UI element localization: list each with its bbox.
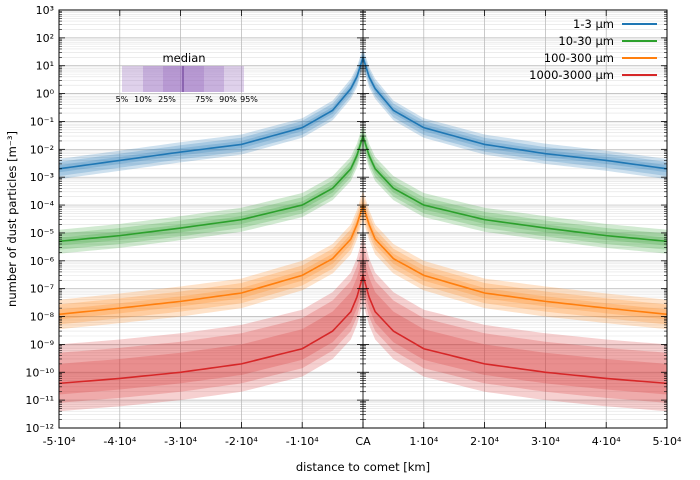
band-p25_p75-series-3	[59, 255, 667, 395]
y-tick-label: 10⁻⁷	[30, 283, 54, 296]
percentile-key-label: 10%	[134, 95, 152, 104]
y-axis-label: number of dust particles [m⁻³]	[5, 131, 19, 307]
band-p10_p90-series-1	[59, 128, 667, 250]
percentile-key-label: 5%	[116, 95, 129, 104]
y-tick-label: 10⁻⁵	[30, 227, 54, 240]
band-p10_p90-series-0	[59, 50, 667, 177]
percentile-key: median 5% 10% 25% 75% 90% 95%	[116, 51, 259, 104]
y-tick-label: 10⁻¹²	[25, 422, 54, 435]
x-tick-label: -5·10⁴	[43, 435, 76, 448]
y-tick-label: 10⁻³	[30, 171, 54, 184]
y-tick-label: 10⁰	[36, 88, 55, 101]
x-tick-label: 1·10⁴	[409, 435, 438, 448]
x-axis-label: distance to comet [km]	[296, 460, 430, 474]
x-tick-label: 3·10⁴	[531, 435, 560, 448]
x-tick-label: 2·10⁴	[470, 435, 499, 448]
legend-label: 1-3 µm	[573, 17, 614, 31]
x-tick-labels: -5·10⁴ -4·10⁴ -3·10⁴ -2·10⁴ -1·10⁴ CA 1·10⁴ 2·1…	[43, 435, 682, 448]
x-tick-label: -2·10⁴	[225, 435, 258, 448]
band-p5_p95-series-0	[59, 47, 667, 180]
x-tick-label: -3·10⁴	[164, 435, 197, 448]
percentile-key-title: median	[162, 51, 205, 65]
legend-label: 1000-3000 µm	[529, 68, 614, 82]
y-tick-label: 10³	[36, 4, 54, 17]
band-p5_p95-series-1	[59, 124, 667, 254]
band-p10_p90-series-3	[59, 244, 667, 403]
y-tick-label: 10⁻¹⁰	[25, 366, 54, 379]
y-tick-label: 10¹	[36, 60, 54, 73]
x-tick-label: 4·10⁴	[592, 435, 621, 448]
percentile-key-label: 90%	[219, 95, 237, 104]
percentile-key-label: 75%	[195, 95, 213, 104]
y-tick-label: 10⁻⁴	[30, 199, 55, 212]
x-tick-label: -4·10⁴	[103, 435, 136, 448]
y-tick-label: 10⁻²	[30, 143, 54, 156]
y-tick-label: 10⁻¹	[30, 115, 54, 128]
legend-label: 100-300 µm	[544, 51, 614, 65]
band-p10_p90-series-2	[59, 195, 667, 325]
legend: 1-3 µm 10-30 µm 100-300 µm 1000-3000 µm	[529, 17, 657, 82]
x-tick-label: CA	[355, 435, 371, 448]
y-tick-label: 10⁻¹¹	[25, 394, 54, 407]
y-tick-label: 10²	[36, 32, 54, 45]
y-tick-label: 10⁻⁹	[30, 338, 54, 351]
legend-label: 10-30 µm	[558, 34, 614, 48]
y-tick-label: 10⁻⁶	[30, 255, 55, 268]
x-tick-label: -1·10⁴	[286, 435, 319, 448]
y-tick-label: 10⁻⁸	[30, 311, 55, 324]
axis-ticks	[58, 9, 668, 429]
band-p25_p75-series-1	[59, 132, 667, 246]
percentile-key-label: 95%	[240, 95, 258, 104]
y-tick-labels: 10³ 10² 10¹ 10⁰ 10⁻¹ 10⁻² 10⁻³ 10⁻⁴ 10⁻⁵ 10⁻⁶ 10⁻⁷…	[25, 4, 54, 435]
percentile-key-label: 25%	[158, 95, 176, 104]
x-tick-label: 5·10⁴	[653, 435, 682, 448]
band-p5_p95-series-2	[59, 190, 667, 330]
